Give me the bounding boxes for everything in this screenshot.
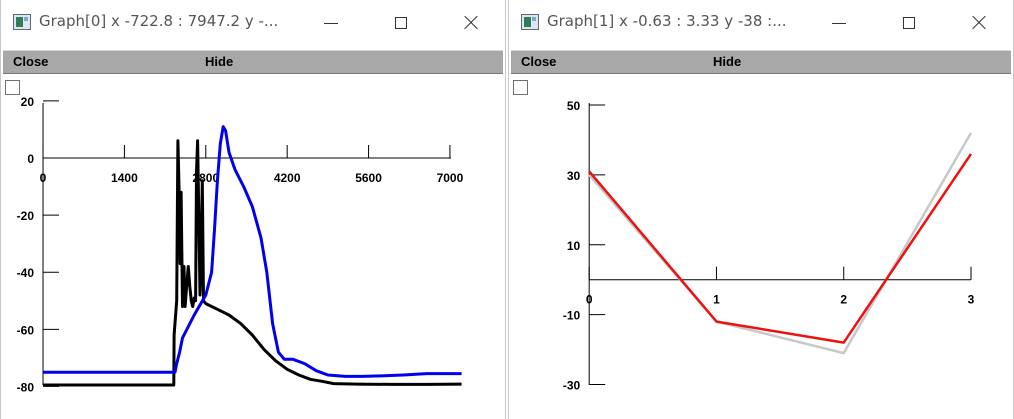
y-tick-label: 30 <box>567 169 581 183</box>
series-line-1 <box>588 153 973 344</box>
window-title: Graph[1] x -0.63 : 3.33 y -38 :... <box>547 12 787 30</box>
series-line-1 <box>43 125 462 378</box>
graph-checkbox[interactable] <box>5 80 20 95</box>
close-button[interactable]: Close <box>521 54 557 69</box>
app-icon <box>13 14 31 30</box>
series-line-0 <box>43 139 462 387</box>
maximize-icon <box>903 17 915 29</box>
y-tick-label: -20 <box>17 209 35 223</box>
hide-button[interactable]: Hide <box>205 54 234 69</box>
x-tick-label: 0 <box>40 171 47 185</box>
x-tick-label: 4200 <box>274 171 301 185</box>
x-tick-label: 0 <box>586 293 593 307</box>
y-tick-label: 20 <box>21 95 35 109</box>
minimize-icon <box>832 22 846 24</box>
x-tick-label: 5600 <box>355 171 382 185</box>
x-tick-label: 3 <box>968 293 975 307</box>
app-icon <box>521 14 539 30</box>
minimize-button[interactable] <box>819 8 859 38</box>
minimize-icon <box>324 22 338 24</box>
x-tick-label: 2 <box>840 293 847 307</box>
x-tick-label: 1 <box>713 293 720 307</box>
maximize-icon <box>395 17 407 29</box>
hide-button[interactable]: Hide <box>713 54 742 69</box>
y-tick-label: -30 <box>563 379 581 393</box>
y-tick-label: 0 <box>27 152 34 166</box>
title-bar[interactable]: Graph[1] x -0.63 : 3.33 y -38 :... <box>509 0 1013 46</box>
y-tick-label: -80 <box>17 380 35 394</box>
y-tick-label: 10 <box>567 239 581 253</box>
title-bar[interactable]: Graph[0] x -722.8 : 7947.2 y -... <box>1 0 505 46</box>
maximize-button[interactable] <box>889 8 929 38</box>
graph-window-1: Graph[1] x -0.63 : 3.33 y -38 :... Close… <box>508 0 1014 419</box>
minimize-button[interactable] <box>311 8 351 38</box>
graph-window-0: Graph[0] x -722.8 : 7947.2 y -... Close … <box>0 0 506 419</box>
window-title: Graph[0] x -722.8 : 7947.2 y -... <box>39 12 279 30</box>
graph-checkbox[interactable] <box>513 80 528 95</box>
y-tick-label: -10 <box>563 309 581 323</box>
series-line-0 <box>588 132 973 355</box>
maximize-button[interactable] <box>381 8 421 38</box>
y-tick-label: -60 <box>17 323 35 337</box>
x-tick-label: 7000 <box>437 171 464 185</box>
plot-area[interactable]: 0 1 2 3 50 30 10 -10 -30 <box>509 0 1013 419</box>
x-tick-label: 1400 <box>111 171 138 185</box>
y-tick-label: 50 <box>567 99 581 113</box>
y-tick-label: -40 <box>17 266 35 280</box>
close-button[interactable]: Close <box>13 54 49 69</box>
toolbar: Close Hide <box>511 50 1011 74</box>
toolbar: Close Hide <box>3 50 503 74</box>
